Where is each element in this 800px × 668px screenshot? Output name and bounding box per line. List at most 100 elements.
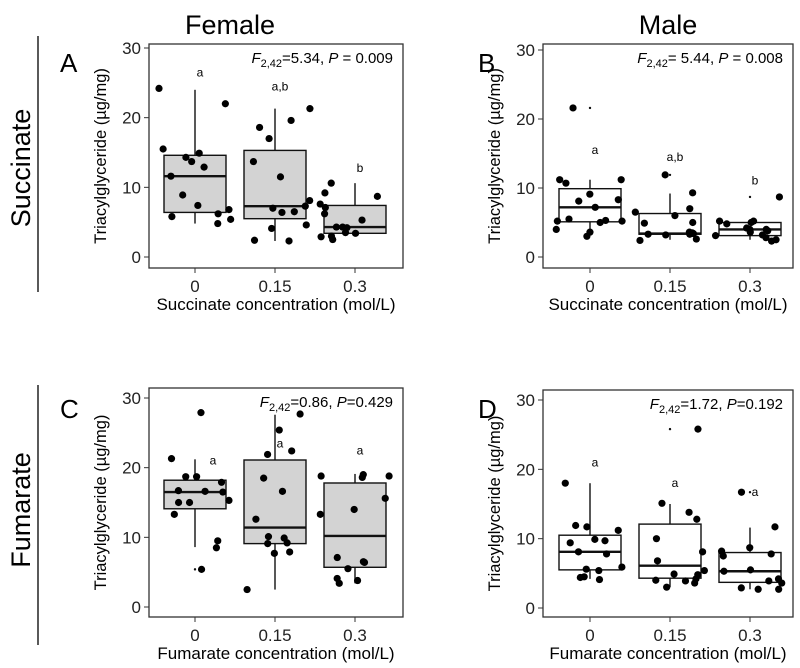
p-value: = 0.009 <box>338 50 393 67</box>
x-axis-label: Succinate concentration (mol/L) <box>156 295 395 314</box>
data-point <box>552 225 560 233</box>
data-point <box>185 498 194 507</box>
data-point <box>182 153 190 161</box>
data-point <box>159 145 167 153</box>
data-point <box>576 573 584 582</box>
data-point <box>214 210 222 218</box>
p-value: =0.192 <box>737 396 783 413</box>
significance-letter: a <box>592 455 599 469</box>
data-point <box>693 515 701 523</box>
data-point <box>689 218 697 227</box>
data-point <box>182 473 190 481</box>
box <box>323 482 387 568</box>
y-tick-label: 0 <box>132 248 141 267</box>
data-point <box>614 526 622 534</box>
plot-frame <box>542 389 794 618</box>
data-point <box>765 577 773 585</box>
data-point <box>715 217 724 225</box>
data-point <box>583 232 591 240</box>
stat-annotation: F2,42=5.34, P = 0.009 <box>251 50 393 70</box>
x-tick-label: 0 <box>190 277 199 296</box>
y-axis-label: Triacylglyceride (µg/mg) <box>486 416 504 592</box>
data-point <box>192 473 201 481</box>
data-point <box>583 523 591 531</box>
data-point <box>762 234 770 242</box>
data-point <box>754 585 762 593</box>
x-tick-label: 0.3 <box>738 626 762 645</box>
header-female: Female <box>185 10 275 40</box>
y-tick-label: 20 <box>516 460 535 479</box>
x-tick-label: 0 <box>585 277 594 296</box>
f-value: =0.86, <box>290 394 336 411</box>
data-point <box>652 535 661 543</box>
data-point <box>691 579 699 587</box>
p-symbol: P <box>718 50 728 67</box>
data-point <box>764 227 772 235</box>
data-point <box>268 224 276 233</box>
data-point <box>591 535 599 543</box>
f-subscript: 2,42 <box>269 402 290 414</box>
data-point <box>265 134 273 143</box>
data-point <box>618 563 626 571</box>
data-point <box>360 558 369 567</box>
outlier-point <box>748 491 752 494</box>
data-point <box>681 577 690 585</box>
data-point <box>287 116 295 125</box>
data-point <box>302 221 310 229</box>
data-point <box>306 105 314 113</box>
data-point <box>263 450 272 459</box>
data-point <box>640 219 648 227</box>
data-point <box>194 201 202 210</box>
data-point <box>644 230 652 238</box>
data-point <box>574 548 583 556</box>
data-point <box>575 197 583 205</box>
data-point <box>381 494 389 502</box>
data-point <box>286 548 294 556</box>
data-point <box>698 548 707 556</box>
data-point <box>301 202 309 210</box>
data-point <box>775 193 784 201</box>
stat-annotation: F2,42=0.86, P=0.429 <box>260 394 393 414</box>
box <box>163 154 227 214</box>
x-tick-label: 0.15 <box>258 626 291 645</box>
plot-frame <box>148 387 404 618</box>
panel-B: B 0 10 20 30 Triacylglyceride (µg/mg) Succinat… <box>478 41 794 314</box>
row-label-fumarate: Fumarate <box>6 452 36 568</box>
data-point <box>692 235 700 243</box>
data-point <box>561 479 569 487</box>
significance-letter: b <box>357 161 364 175</box>
data-point <box>771 523 779 531</box>
data-point <box>225 496 233 505</box>
significance-letter: a <box>277 436 284 450</box>
data-point <box>385 472 393 480</box>
data-point <box>569 104 577 112</box>
y-tick-label: 10 <box>516 179 535 198</box>
f-subscript: 2,42 <box>659 404 680 416</box>
data-point <box>217 478 226 486</box>
significance-letter: a <box>592 143 599 157</box>
data-point <box>596 218 604 227</box>
f-symbol: F <box>650 396 660 413</box>
data-point <box>595 575 604 584</box>
data-point <box>270 549 278 557</box>
data-point <box>332 223 340 231</box>
data-point <box>565 215 573 223</box>
f-symbol: F <box>637 50 647 67</box>
p-symbol: P <box>727 396 737 413</box>
data-point <box>174 498 183 507</box>
data-point <box>278 208 286 217</box>
data-point <box>197 565 206 573</box>
f-value: =1.72, <box>680 396 726 413</box>
data-point <box>562 179 570 187</box>
x-tick-label: 0.3 <box>343 626 367 645</box>
data-point <box>686 205 694 213</box>
significance-letter: a <box>752 485 759 499</box>
data-point <box>662 231 670 239</box>
panel-letter: D <box>478 394 497 424</box>
data-point <box>155 84 163 93</box>
header-male: Male <box>639 10 698 40</box>
data-point <box>290 208 298 216</box>
data-point <box>572 521 580 530</box>
data-point <box>320 210 329 218</box>
